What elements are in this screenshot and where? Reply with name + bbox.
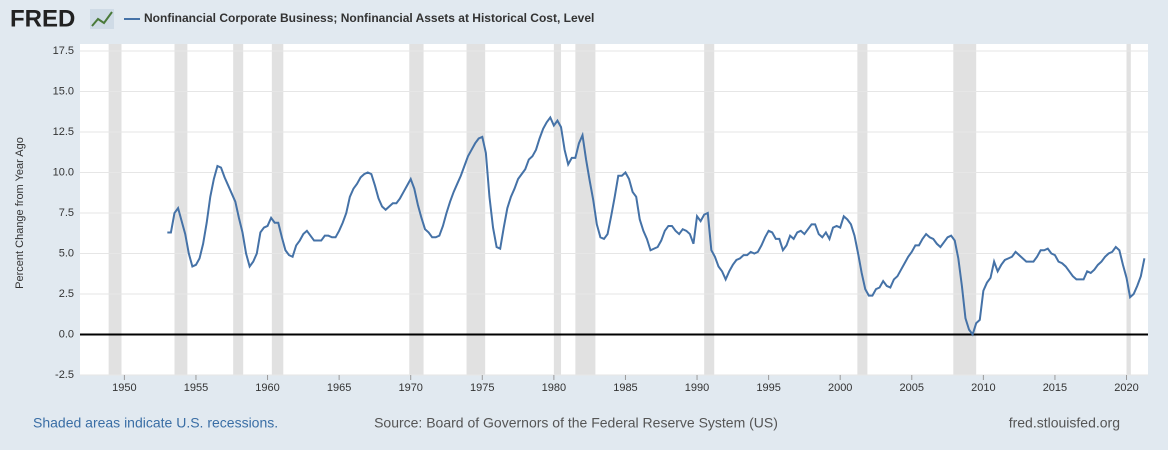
x-tick-label: 1970 [398, 382, 422, 394]
logo-graph [91, 11, 113, 27]
y-tick-label: 12.5 [53, 126, 74, 138]
x-tick-label: 2005 [900, 382, 924, 394]
x-tick-label: 1985 [613, 382, 637, 394]
y-tick-label: -2.5 [55, 369, 74, 381]
recession-band [409, 44, 424, 375]
footer-left: Shaded areas indicate U.S. recessions. [33, 415, 278, 431]
recession-band [233, 44, 244, 375]
series-line [167, 115, 1146, 337]
x-tick-label: 1950 [112, 382, 136, 394]
recession-band [271, 44, 284, 375]
x-tick-label: 2000 [828, 382, 852, 394]
y-axis-label: Percent Change from Year Ago [14, 137, 26, 289]
x-tick-label: 1980 [542, 382, 566, 394]
y-tick-label: 15.0 [53, 85, 74, 97]
x-tick-label: 1990 [685, 382, 709, 394]
logo: FRED [10, 5, 75, 32]
recession-band [953, 44, 977, 375]
footer-center: Source: Board of Governors of the Federa… [374, 415, 778, 431]
recession-band [108, 44, 122, 375]
recession-band [553, 44, 562, 375]
x-tick-label: 1965 [327, 382, 351, 394]
legend-label: Nonfinancial Corporate Business; Nonfina… [144, 11, 594, 25]
y-tick-label: 5.0 [59, 247, 74, 259]
x-tick-label: 1960 [255, 382, 279, 394]
x-tick-label: 1995 [756, 382, 780, 394]
x-tick-label: 2015 [1043, 382, 1067, 394]
y-tick-label: 10.0 [53, 166, 74, 178]
recession-band [704, 44, 715, 375]
x-tick-label: 2010 [971, 382, 995, 394]
recession-band [1126, 44, 1131, 375]
logo-icon [90, 9, 114, 29]
footer-right: fred.stlouisfed.org [1009, 415, 1120, 431]
y-tick-label: 2.5 [59, 288, 74, 300]
recession-band [857, 44, 868, 375]
recession-band [575, 44, 596, 375]
y-tick-label: 17.5 [53, 45, 74, 57]
recession-band [174, 44, 188, 375]
y-tick-label: 7.5 [59, 207, 74, 219]
x-tick-label: 1975 [470, 382, 494, 394]
x-tick-label: 2020 [1114, 382, 1138, 394]
recession-band [466, 44, 486, 375]
y-tick-label: 0.0 [59, 328, 74, 340]
x-tick-label: 1955 [184, 382, 208, 394]
